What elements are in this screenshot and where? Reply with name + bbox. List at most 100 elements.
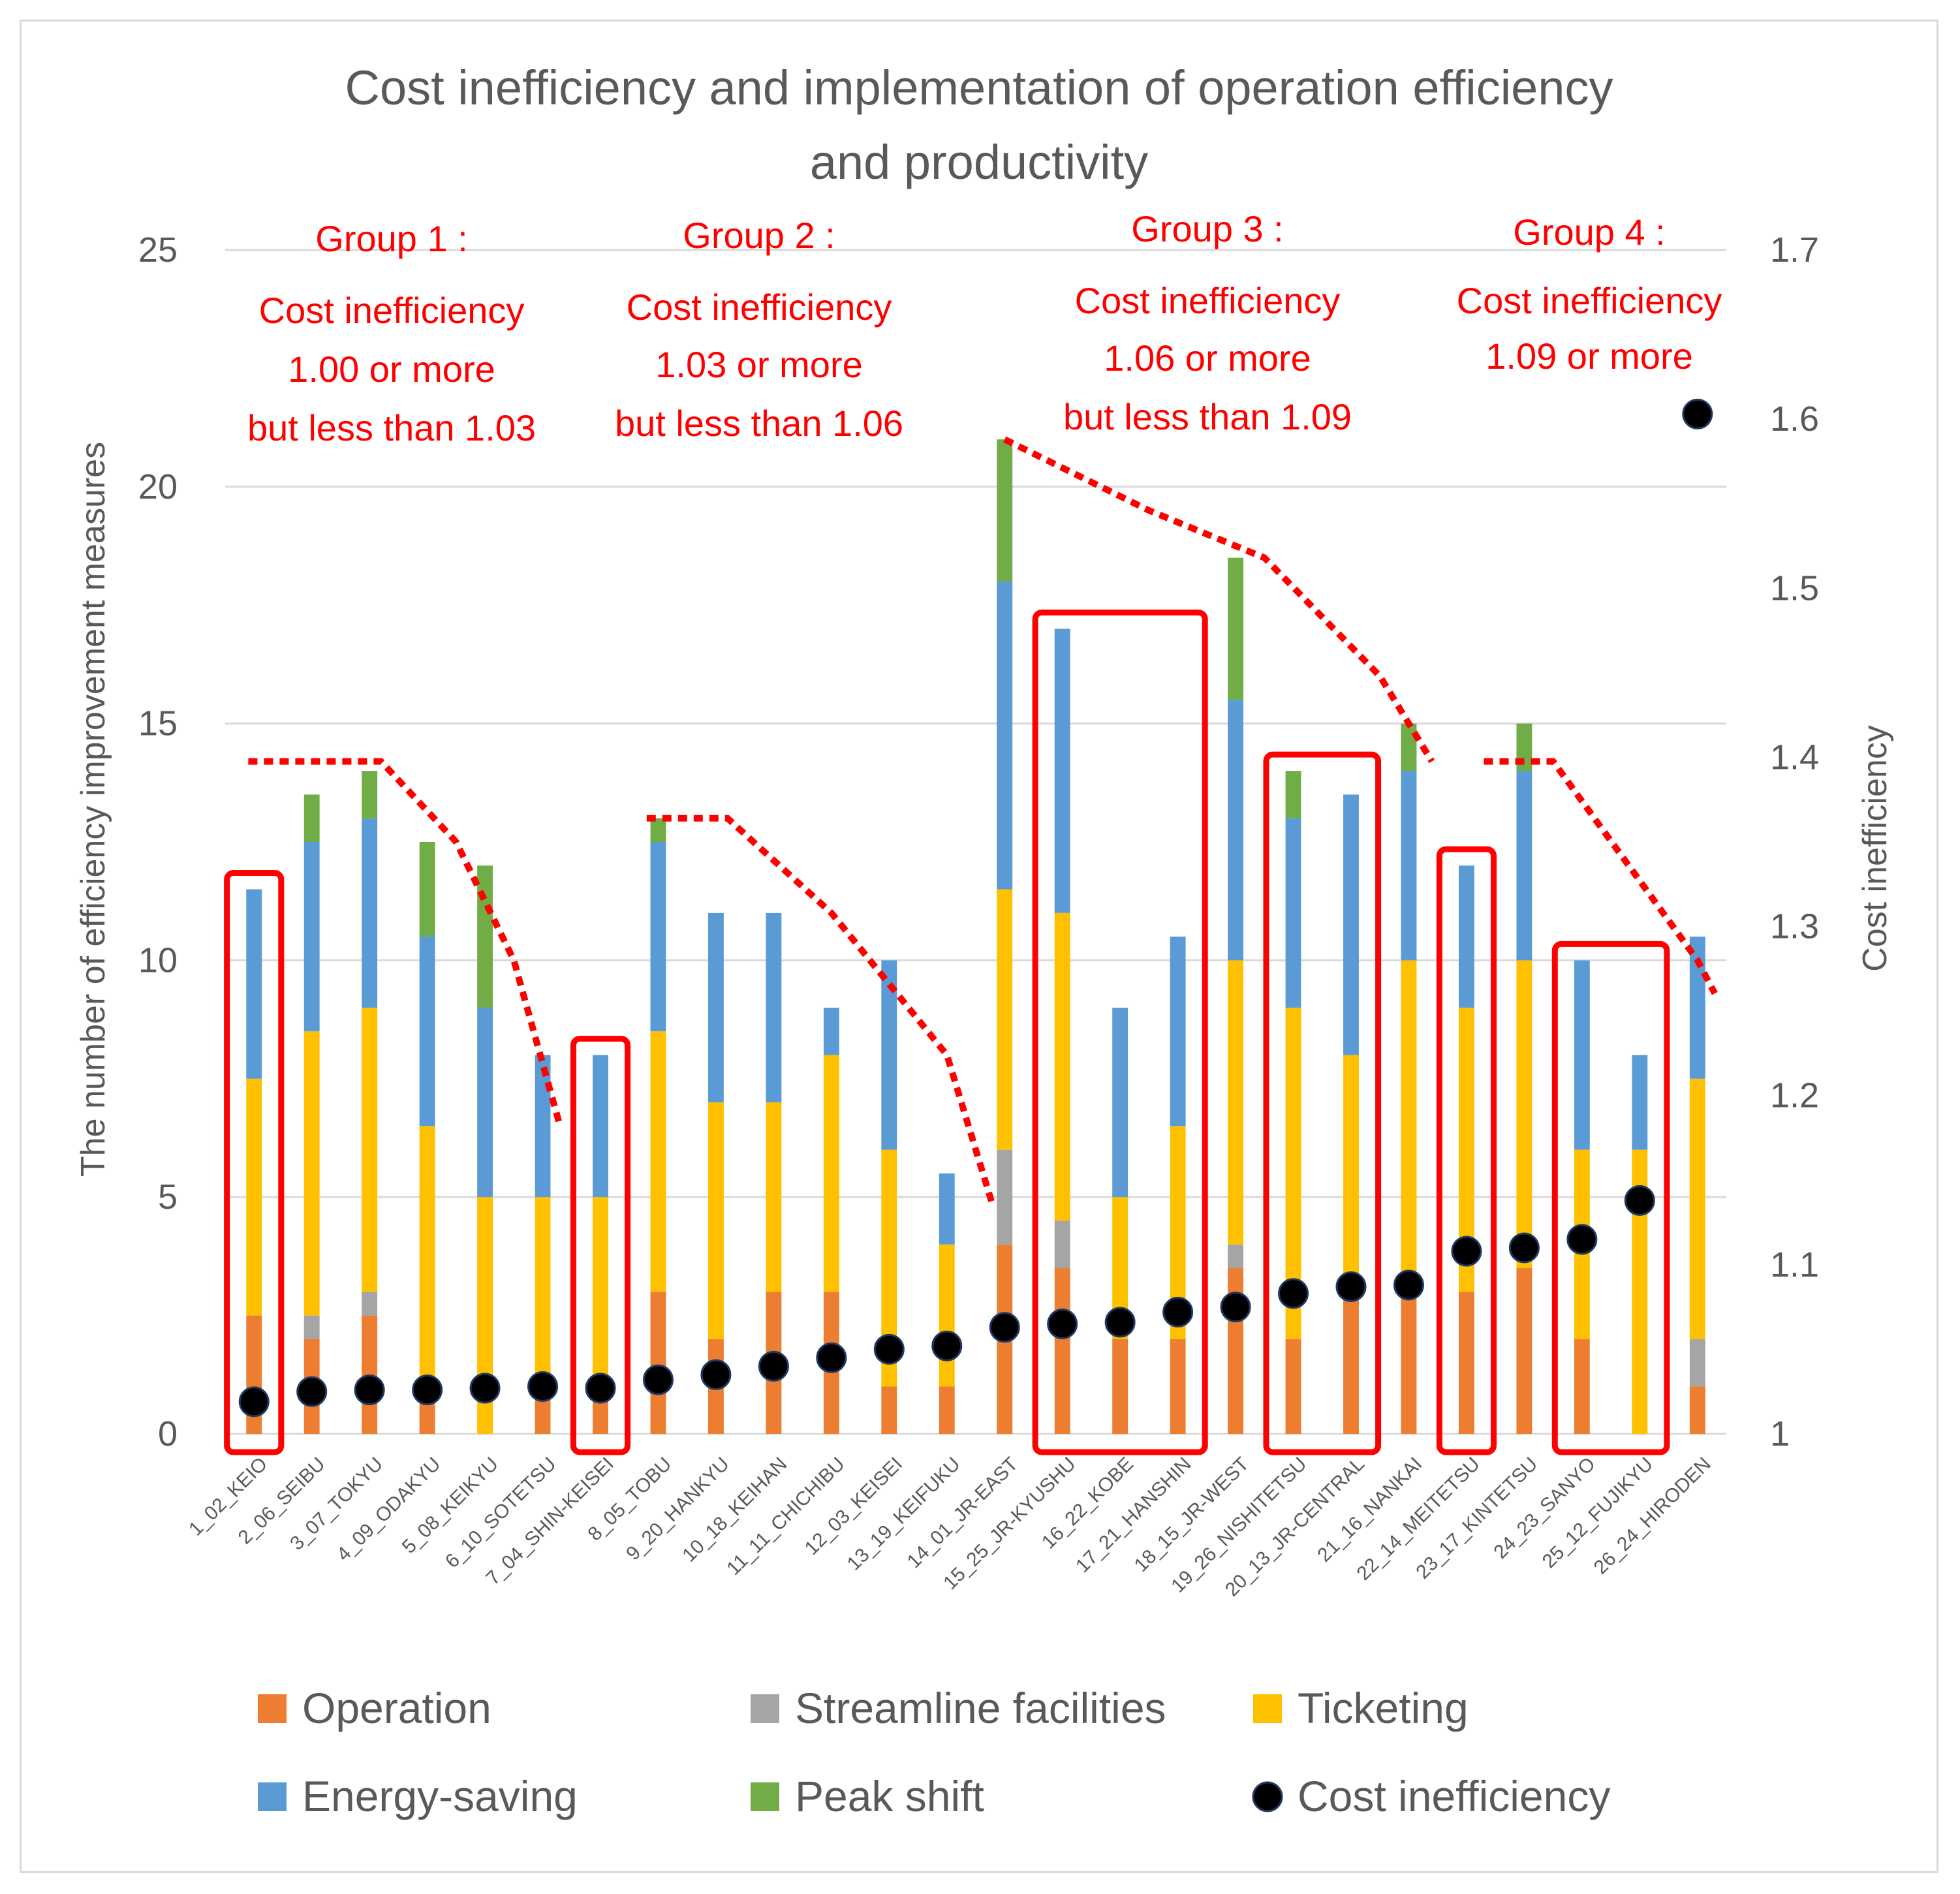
chart-title-line-1: Cost inefficiency and implementation of … [345,61,1613,115]
group-annotation-line: 1.06 or more [1104,337,1311,379]
bar-segment-operation [1401,1292,1417,1434]
group-annotation-line: 1.09 or more [1486,335,1693,377]
legend-swatch [258,1782,287,1811]
group-annotation-line: 1.00 or more [288,349,495,390]
y2-axis-label: Cost inefficiency [1856,725,1894,972]
bar-segment-energy-saving [246,889,262,1079]
group-annotation-line: Group 3 : [1131,208,1283,249]
category-label: 4_09_ODAKYU [333,1453,445,1566]
bar-segment-energy-saving [939,1173,955,1245]
bar-segment-streamline-facilities [997,1149,1013,1245]
legend: Operation Streamline facilities Ticketing E… [258,1684,1610,1820]
bar-segment-peak-shift [477,865,493,1008]
bar-segment-ticketing [1054,912,1070,1221]
bar-segment-ticketing [997,889,1013,1150]
y2-tick-label: 1.6 [1770,399,1819,439]
bar-segment-energy-saving [1401,771,1417,961]
bar-segment-operation [1458,1292,1474,1434]
bar-segment-energy-saving [303,842,320,1032]
group-annotation-line: Cost inefficiency [259,290,525,331]
gridlines [225,249,1726,1435]
cost-inefficiency-point [1162,1296,1194,1327]
bar-segment-energy-saving [1458,865,1474,1008]
category-label: 12_03_KEISEI [801,1453,907,1560]
bar-segment-streamline-facilities [303,1315,320,1339]
legend-swatch [751,1782,779,1811]
bar-segment-energy-saving [1285,818,1301,1008]
cost-inefficiency-point [816,1342,847,1373]
bar-segment-ticketing [535,1197,551,1387]
group-annotation-line: Group 4 : [1513,211,1665,253]
bar-segment-peak-shift [997,439,1013,582]
bar-segment-ticketing [939,1244,955,1387]
bar-segment-energy-saving [823,1007,839,1055]
legend-label: Cost inefficiency [1298,1772,1610,1820]
highlight-box [1436,846,1497,1455]
highlight-box [570,1036,631,1455]
bar-segment-ticketing [1401,960,1417,1292]
cost-inefficiency-points [238,398,1713,1418]
y2-tick-label: 1.5 [1770,568,1819,608]
bar-segment-ticketing [419,1126,435,1387]
bar-segment-energy-saving [1343,794,1359,1055]
cost-inefficiency-point [1104,1307,1136,1338]
bar-segment-ticketing [303,1031,320,1316]
bar-segment-ticketing [362,1007,378,1292]
trend-lines [248,436,1718,1208]
legend-marker [1252,1781,1283,1812]
cost-inefficiency-point [1393,1269,1424,1301]
bar-segment-ticketing [881,1149,897,1387]
cost-inefficiency-point [989,1312,1020,1343]
bar-segment-operation [1574,1339,1590,1434]
bar-segment-operation [1689,1386,1705,1434]
legend-label: Operation [302,1684,491,1732]
cost-inefficiency-point [1508,1232,1540,1264]
bar-segment-peak-shift [1401,723,1417,771]
bar-segment-ticketing [1632,1149,1648,1434]
cost-inefficiency-point [238,1386,270,1418]
bar-segment-energy-saving [997,581,1013,890]
y2-tick-label: 1.1 [1770,1245,1819,1284]
bar-segment-operation [1054,1268,1070,1434]
category-label: 24_23_SANYO [1489,1453,1599,1563]
bar-segment-peak-shift [303,794,320,842]
bar-segment-energy-saving [1228,700,1244,961]
trend-line [248,758,563,1127]
cost-inefficiency-point [642,1364,674,1395]
highlight-boxes [224,609,1670,1455]
group-annotation-line: Cost inefficiency [627,287,892,328]
bar-segment-energy-saving [1632,1055,1648,1150]
bar-segment-peak-shift [1285,771,1301,818]
y-tick-label: 20 [138,467,178,506]
left-axis-ticks: 0 5 10 15 20 25 [138,230,178,1453]
bar-segment-energy-saving [1689,937,1705,1079]
y-tick-label: 10 [138,940,178,980]
group-annotation-line: but less than 1.09 [1063,396,1352,437]
highlight-box [1551,940,1670,1455]
group-annotation-line: Group 1 : [315,218,467,259]
y2-tick-label: 1.4 [1770,737,1819,777]
legend-label: Ticketing [1298,1684,1469,1732]
cost-inefficiency-point [1624,1185,1655,1216]
bar-segment-ticketing [708,1102,724,1339]
bar-segment-peak-shift [419,842,435,937]
bar-segment-energy-saving [1516,771,1532,961]
bar-segment-ticketing [650,1031,666,1292]
cost-inefficiency-point [469,1373,501,1404]
highlight-box [1263,751,1382,1455]
group-annotation-line: but less than 1.06 [615,403,903,444]
legend-swatch [751,1694,779,1723]
bar-segment-operation [1170,1339,1186,1434]
bar-segment-operation [650,1292,666,1434]
legend-label: Peak shift [795,1772,984,1820]
bar-segment-energy-saving [1112,1007,1128,1198]
bar-segment-operation [1516,1268,1532,1434]
stacked-bars [246,439,1705,1434]
legend-label: Energy-saving [302,1772,578,1820]
cost-inefficiency-point [585,1373,616,1404]
y2-tick-label: 1 [1770,1414,1790,1453]
cost-inefficiency-point [873,1333,905,1365]
y-tick-label: 25 [138,230,178,270]
cost-inefficiency-point [296,1376,328,1407]
